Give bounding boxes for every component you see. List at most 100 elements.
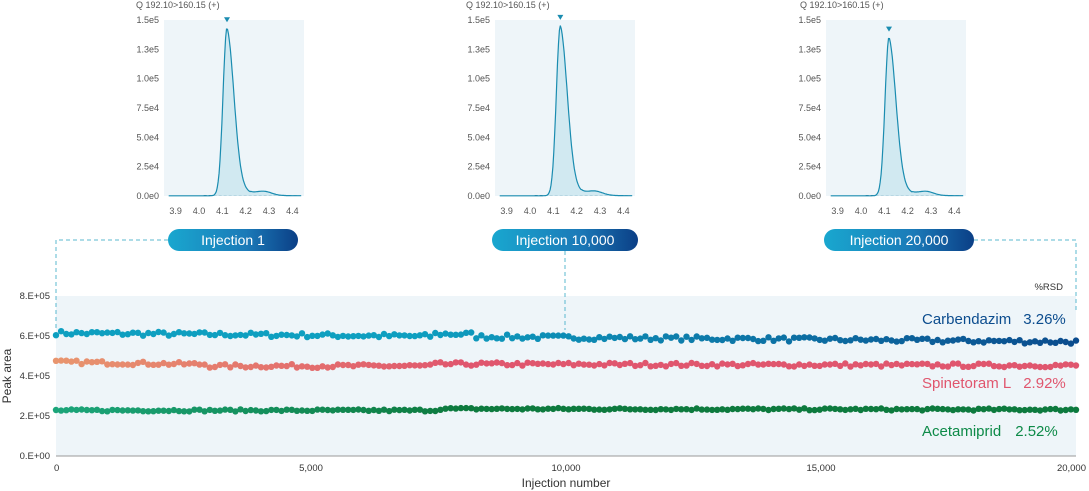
data-point: [232, 361, 239, 368]
data-point: [314, 332, 321, 340]
data-point: [386, 363, 393, 370]
data-point: [1057, 362, 1064, 369]
data-point: [970, 362, 977, 370]
data-point: [386, 332, 393, 340]
data-point: [708, 336, 716, 343]
data-point: [534, 335, 541, 342]
data-point: [345, 361, 352, 369]
data-point: [129, 361, 137, 369]
data-point: [52, 357, 60, 364]
data-point: [662, 333, 670, 340]
data-point: [109, 406, 116, 414]
inset-x-tick-label: 4.3: [263, 206, 276, 216]
data-point: [1011, 338, 1018, 346]
data-point: [124, 407, 131, 414]
data-point: [760, 405, 767, 413]
data-point: [596, 406, 603, 413]
data-point: [837, 337, 844, 344]
inset-x-tick-label: 4.4: [948, 206, 961, 216]
data-point: [196, 329, 203, 336]
data-point: [534, 360, 541, 367]
data-point: [365, 361, 372, 369]
data-point: [785, 363, 793, 370]
data-point: [744, 405, 752, 412]
data-point: [114, 406, 121, 414]
main-y-tick-label: 6.E+05: [20, 331, 50, 342]
data-point: [867, 336, 875, 343]
data-point: [252, 407, 260, 414]
data-point: [288, 361, 295, 368]
main-x-tick-label: 15,000: [806, 463, 835, 474]
pill-label-injection-10000: Injection 10,000: [516, 232, 615, 248]
data-point: [396, 332, 403, 339]
data-point: [252, 362, 260, 369]
data-point: [821, 337, 828, 344]
data-point: [693, 360, 700, 368]
data-point: [421, 408, 429, 415]
data-point: [288, 406, 295, 413]
data-point: [924, 360, 931, 368]
data-point: [734, 405, 741, 413]
data-point: [360, 406, 367, 414]
inset-x-tick-label: 4.1: [216, 206, 229, 216]
data-point: [821, 405, 828, 412]
data-point: [806, 334, 813, 341]
data-point: [221, 406, 229, 413]
inset-peak-line: [168, 28, 302, 197]
data-point: [837, 406, 844, 413]
data-point: [785, 338, 793, 345]
data-point: [263, 330, 270, 337]
data-point: [180, 361, 188, 368]
data-point: [98, 330, 106, 337]
data-point: [755, 405, 762, 412]
inset-x-tick-label: 4.4: [286, 206, 299, 216]
data-point: [585, 336, 593, 343]
data-point: [652, 362, 659, 369]
data-point: [134, 329, 142, 336]
data-point: [304, 333, 311, 341]
data-point: [898, 406, 905, 413]
main-x-tick-label: 5,000: [299, 463, 323, 474]
pill-label-injection-1: Injection 1: [201, 232, 265, 248]
data-point: [724, 406, 731, 413]
data-point: [493, 405, 500, 412]
data-point: [232, 408, 239, 415]
data-point: [1052, 361, 1059, 369]
data-point: [1062, 338, 1069, 346]
data-point: [1026, 339, 1034, 346]
series-label-spinetoram: Spinetoram L 2.92%: [922, 375, 1066, 392]
data-point: [944, 337, 952, 344]
data-point: [796, 406, 803, 413]
data-point: [170, 406, 178, 414]
data-point: [104, 408, 111, 415]
inset-x-tick-label: 4.0: [855, 206, 868, 216]
data-point: [888, 361, 895, 369]
data-point: [893, 405, 900, 413]
data-point: [826, 361, 834, 368]
data-point: [801, 362, 808, 370]
data-point: [888, 407, 895, 414]
data-point: [529, 360, 536, 367]
data-point: [693, 405, 700, 412]
data-point: [201, 329, 208, 336]
data-point: [944, 406, 952, 413]
rsd-header: %RSD: [1034, 282, 1063, 293]
data-point: [550, 361, 557, 368]
data-point: [657, 406, 664, 413]
inset-y-tick-label: 7.5e4: [798, 103, 821, 113]
data-point: [1026, 406, 1034, 413]
data-point: [693, 333, 700, 340]
data-point: [524, 334, 531, 341]
data-point: [237, 362, 244, 370]
data-point: [283, 331, 290, 339]
data-point: [145, 408, 152, 415]
data-point: [191, 330, 198, 338]
data-point: [98, 407, 106, 415]
data-point: [970, 339, 977, 346]
data-point: [857, 362, 864, 369]
inset-peak-marker: [886, 26, 892, 32]
data-point: [729, 337, 736, 344]
data-point: [719, 336, 726, 344]
data-point: [847, 337, 854, 344]
data-point: [903, 360, 911, 367]
